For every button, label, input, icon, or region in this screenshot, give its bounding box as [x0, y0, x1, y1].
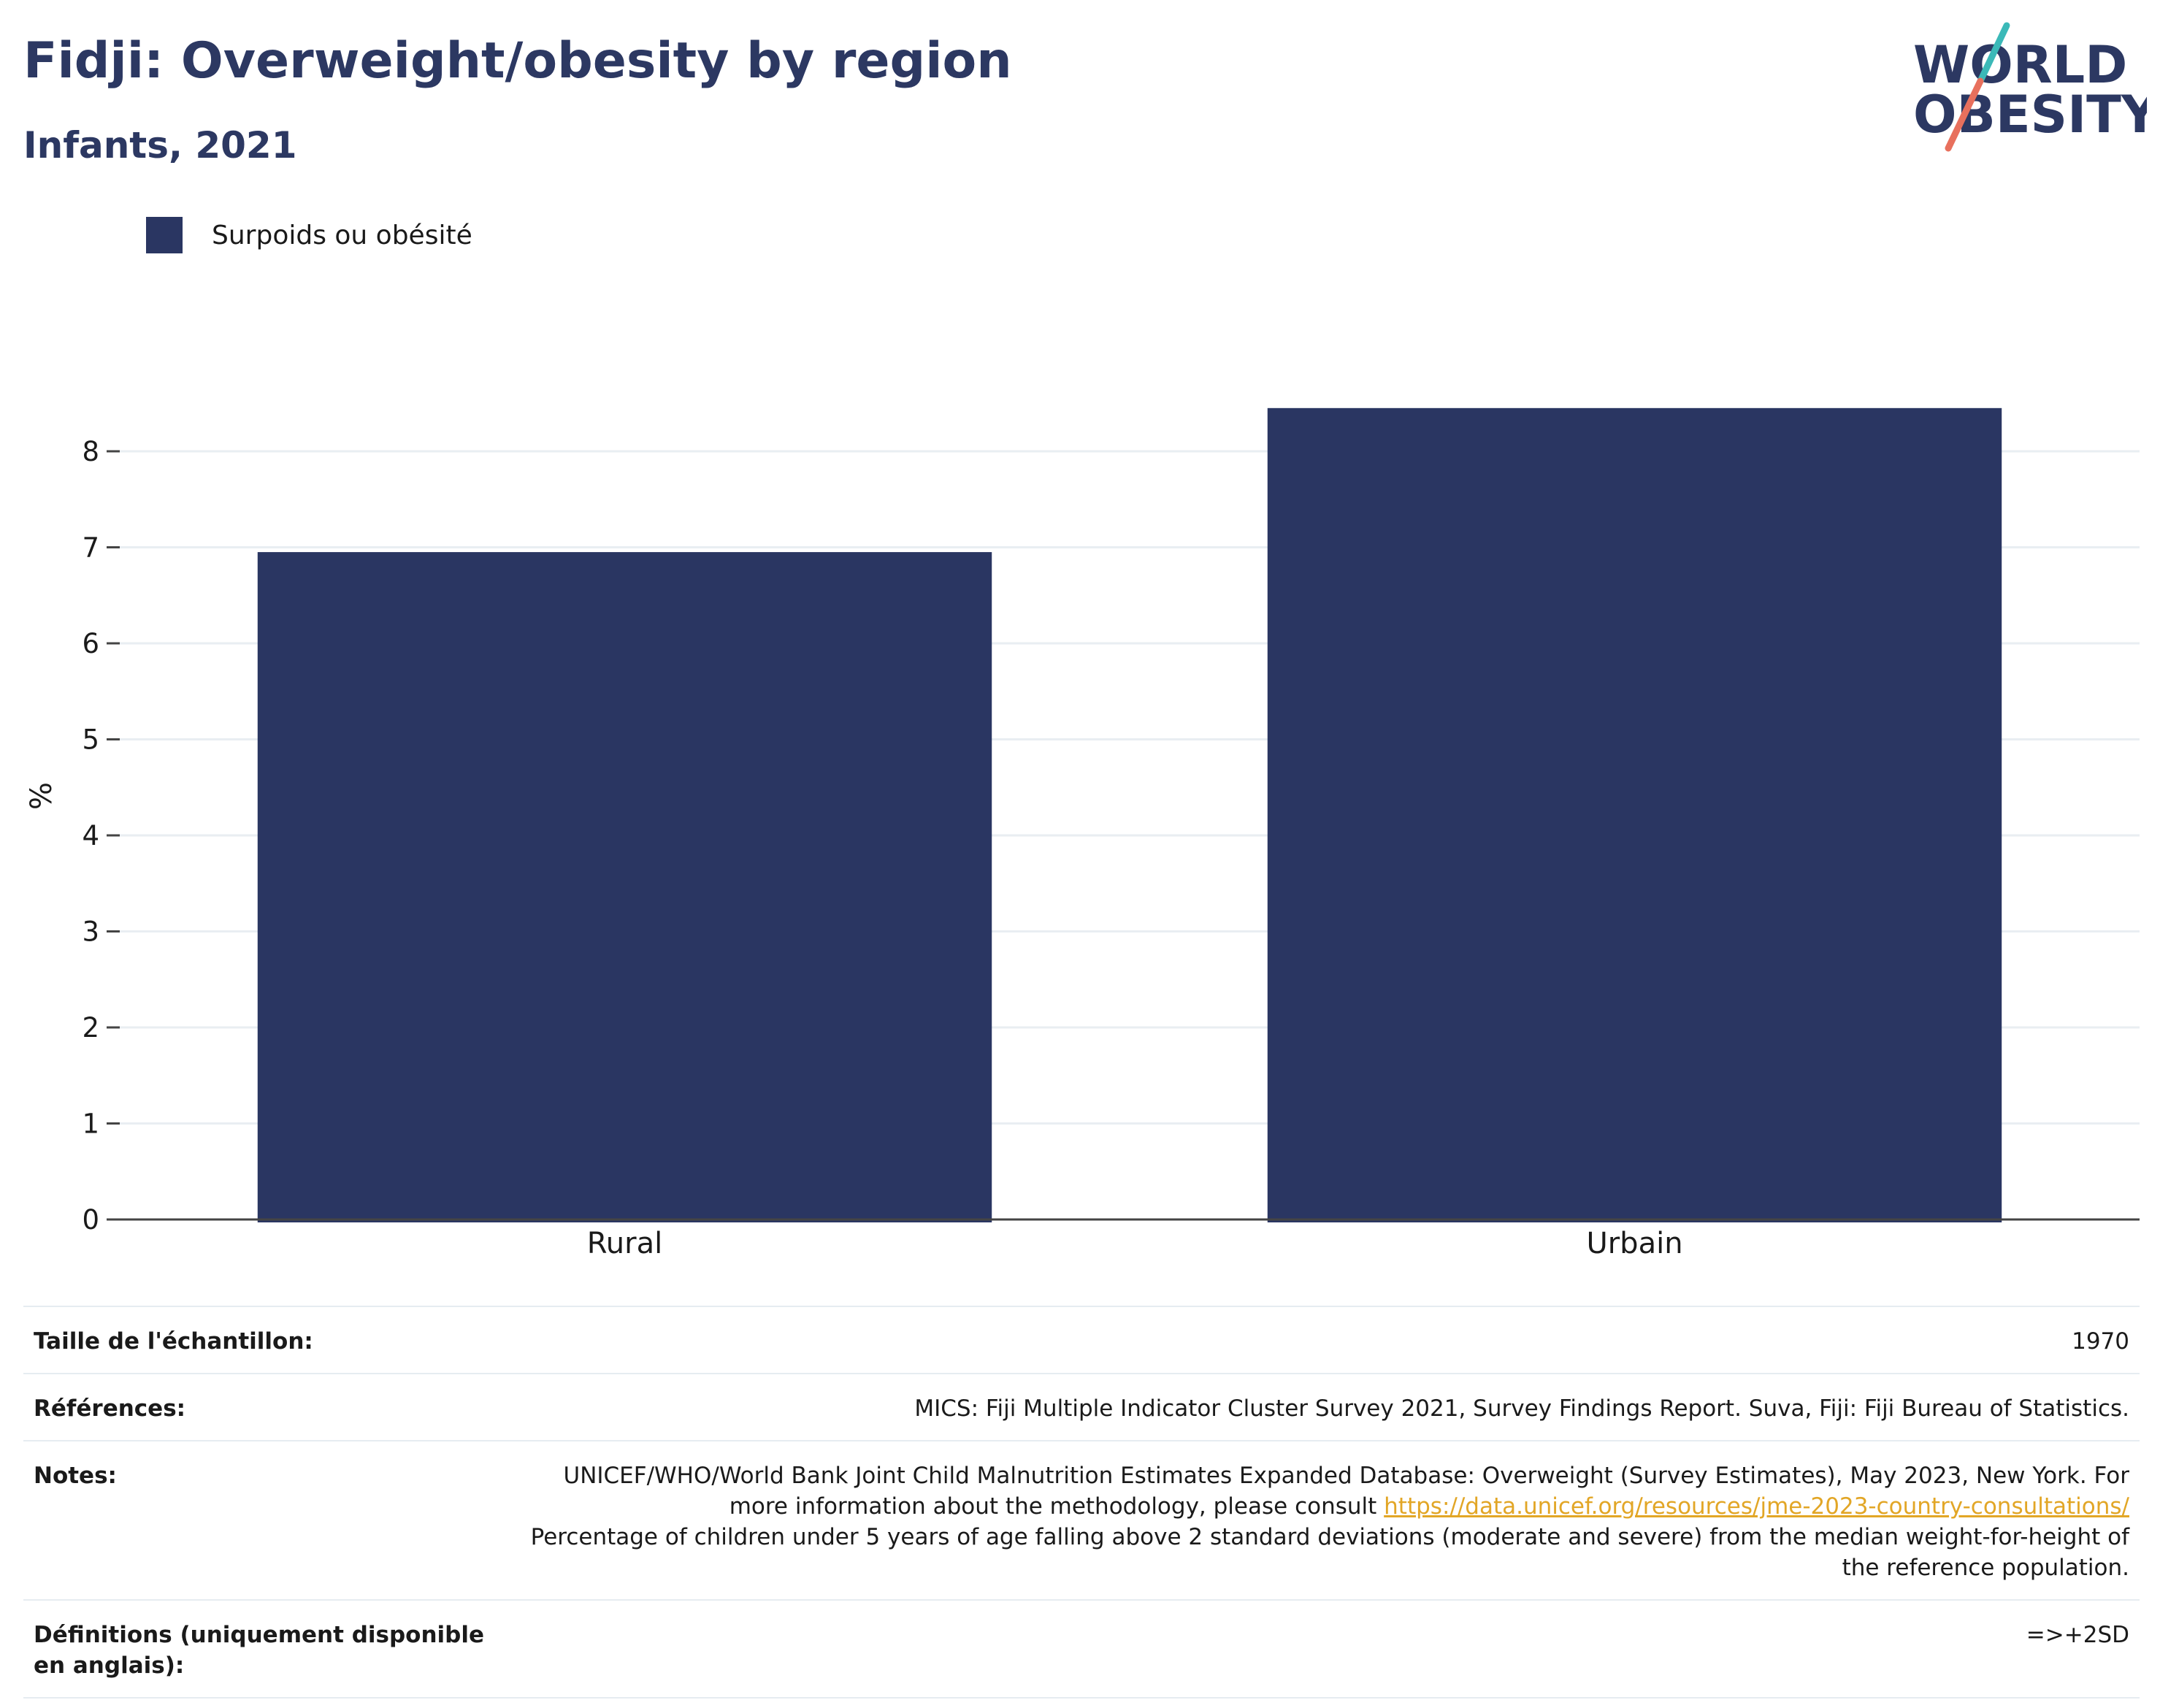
y-tick-label: 7 — [82, 532, 99, 564]
x-tick-label: Urbain — [1586, 1227, 1682, 1260]
y-tick-label: 8 — [82, 436, 99, 467]
logo-slash-teal — [1977, 22, 2010, 85]
sample-size-label: Taille de l'échantillon: — [34, 1328, 313, 1355]
chart-title: Fidji: Overweight/obesity by region — [23, 32, 1012, 90]
bars — [257, 407, 2002, 1223]
y-tick-label: 6 — [82, 628, 99, 659]
bar-urbain — [1267, 407, 2002, 1223]
y-axis-label: % — [25, 782, 58, 810]
references-value: MICS: Fiji Multiple Indicator Cluster Su… — [914, 1395, 2129, 1422]
definitions-label: Définitions (uniquement disponible en an… — [34, 1622, 485, 1679]
y-ticks: 0 1 2 3 4 5 6 7 8 — [82, 436, 120, 1236]
bar-rural — [257, 552, 992, 1222]
references-row: Références: MICS: Fiji Multiple Indicato… — [23, 1374, 2140, 1441]
chart-subtitle: Infants, 2021 — [23, 124, 297, 166]
notes-value: UNICEF/WHO/World Bank Joint Child Malnut… — [511, 1441, 2140, 1600]
world-obesity-logo: WORLD OBESITY — [1913, 22, 2147, 152]
y-tick-label: 1 — [82, 1108, 99, 1140]
references-label: Références: — [34, 1395, 186, 1422]
definitions-value: =>+2SD — [2026, 1622, 2129, 1648]
definitions-row: Définitions (uniquement disponible en an… — [23, 1600, 2140, 1698]
notes-label: Notes: — [34, 1463, 117, 1489]
legend-swatch — [146, 217, 183, 253]
methodology-link[interactable]: https://data.unicef.org/resources/jme-20… — [1384, 1493, 2129, 1520]
notes-row: Notes: UNICEF/WHO/World Bank Joint Child… — [23, 1441, 2140, 1600]
y-tick-label: 0 — [82, 1204, 99, 1236]
notes-text-2: Percentage of children under 5 years of … — [530, 1524, 2129, 1581]
y-tick-label: 5 — [82, 724, 99, 756]
x-ticks: Rural Urbain — [587, 1227, 1683, 1260]
info-table: Taille de l'échantillon: 1970 Références… — [23, 1306, 2140, 1699]
sample-size-row: Taille de l'échantillon: 1970 — [23, 1306, 2140, 1374]
y-tick-label: 2 — [82, 1012, 99, 1043]
y-tick-label: 3 — [82, 916, 99, 948]
logo-text-world: WORLD — [1913, 35, 2127, 95]
sample-size-value: 1970 — [2072, 1328, 2129, 1355]
y-tick-label: 4 — [82, 820, 99, 851]
x-tick-label: Rural — [587, 1227, 662, 1260]
logo-slash-coral — [1945, 77, 1984, 152]
notes-text-1: UNICEF/WHO/World Bank Joint Child Malnut… — [563, 1463, 2130, 1520]
legend: Surpoids ou obésité — [146, 216, 472, 254]
bar-chart: 0 1 2 3 4 5 6 7 8 Rural Urbain % — [25, 407, 2140, 1260]
legend-label: Surpoids ou obésité — [212, 220, 472, 250]
